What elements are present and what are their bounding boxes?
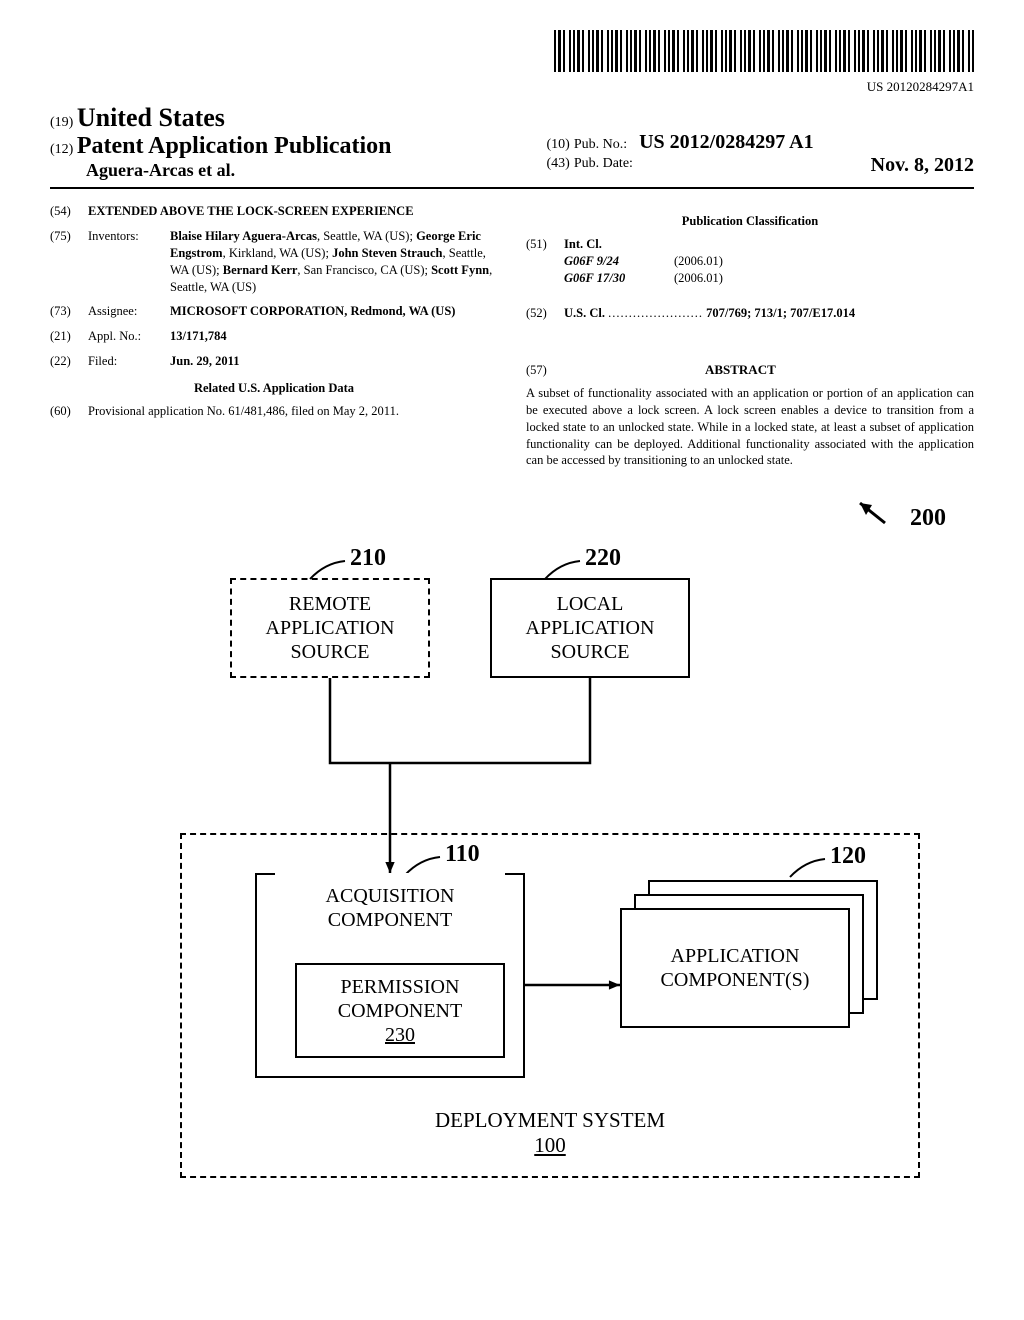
diagram-deployment-label: DEPLOYMENT SYSTEM100 <box>420 1108 680 1158</box>
intcl-list: G06F 9/24(2006.01)G06F 17/30(2006.01) <box>564 253 974 287</box>
intcl-item: G06F 9/24(2006.01) <box>564 253 974 270</box>
uscl-label: U.S. Cl. <box>564 306 605 320</box>
bibliographic-section: (54) EXTENDED ABOVE THE LOCK-SCREEN EXPE… <box>50 203 974 469</box>
code-51: (51) <box>526 236 564 287</box>
code-22: (22) <box>50 353 88 370</box>
code-19: (19) <box>50 115 73 130</box>
code-21: (21) <box>50 328 88 345</box>
publication-type: Patent Application Publication <box>77 133 392 159</box>
diagram-box-acq: ACQUISITION COMPONENT <box>275 873 505 943</box>
invention-title: EXTENDED ABOVE THE LOCK-SCREEN EXPERIENC… <box>88 203 498 220</box>
diagram-main-ref: 200 <box>850 493 946 540</box>
applno-label: Appl. No.: <box>88 328 170 345</box>
diagram-box-local: LOCAL APPLICATION SOURCE <box>490 578 690 678</box>
application-number: 13/171,784 <box>170 328 498 345</box>
diagram-connector <box>380 668 610 783</box>
uscl-dots: ....................... <box>608 306 703 320</box>
provisional-text: Provisional application No. 61/481,486, … <box>88 403 498 420</box>
code-60: (60) <box>50 403 88 420</box>
publication-number: US 2012/0284297 A1 <box>639 131 813 153</box>
filed-date: Jun. 29, 2011 <box>170 353 498 370</box>
code-57: (57) <box>526 363 547 377</box>
diagram-connector <box>380 753 400 883</box>
abstract-label: ABSTRACT <box>550 361 931 379</box>
diagram-connector <box>515 975 535 995</box>
pubdate-label: Pub. Date: <box>574 156 633 171</box>
pubno-label: Pub. No.: <box>574 137 627 152</box>
header-row: (19) United States (12) Patent Applicati… <box>50 103 974 181</box>
intcl-label: Int. Cl. <box>564 236 974 253</box>
code-73: (73) <box>50 303 88 320</box>
inventors-label: Inventors: <box>88 228 170 296</box>
filed-label: Filed: <box>88 353 170 370</box>
code-12: (12) <box>50 142 73 157</box>
publication-date: Nov. 8, 2012 <box>871 154 974 177</box>
related-heading: Related U.S. Application Data <box>50 380 498 397</box>
barcode-area: US 20120284297A1 <box>50 30 974 95</box>
code-52: (52) <box>526 305 564 322</box>
code-43: (43) <box>546 156 569 171</box>
diagram-box-remote: REMOTE APPLICATION SOURCE <box>230 578 430 678</box>
assignee-label: Assignee: <box>88 303 170 320</box>
header-rule <box>50 187 974 189</box>
code-10: (10) <box>546 137 569 152</box>
pubclass-heading: Publication Classification <box>526 213 974 230</box>
code-75: (75) <box>50 228 88 296</box>
barcode-number: US 20120284297A1 <box>50 79 974 95</box>
code-54: (54) <box>50 203 88 220</box>
inventors-list: Blaise Hilary Aguera-Arcas, Seattle, WA … <box>170 228 498 296</box>
figure-diagram: 200 REMOTE APPLICATION SOURCE LOCAL APPLIC… <box>50 493 974 1233</box>
uscl-values: 707/769; 713/1; 707/E17.014 <box>706 306 855 320</box>
diagram-box-perm: PERMISSION COMPONENT230 <box>295 963 505 1058</box>
diagram-box-app: APPLICATION COMPONENT(S) <box>620 908 850 1028</box>
country-name: United States <box>77 103 225 132</box>
abstract-text: A subset of functionality associated wit… <box>526 385 974 469</box>
barcode <box>554 30 974 72</box>
intcl-item: G06F 17/30(2006.01) <box>564 270 974 287</box>
assignee-value: MICROSOFT CORPORATION, Redmond, WA (US) <box>170 303 498 320</box>
authors-etal: Aguera-Arcas et al. <box>50 160 494 181</box>
